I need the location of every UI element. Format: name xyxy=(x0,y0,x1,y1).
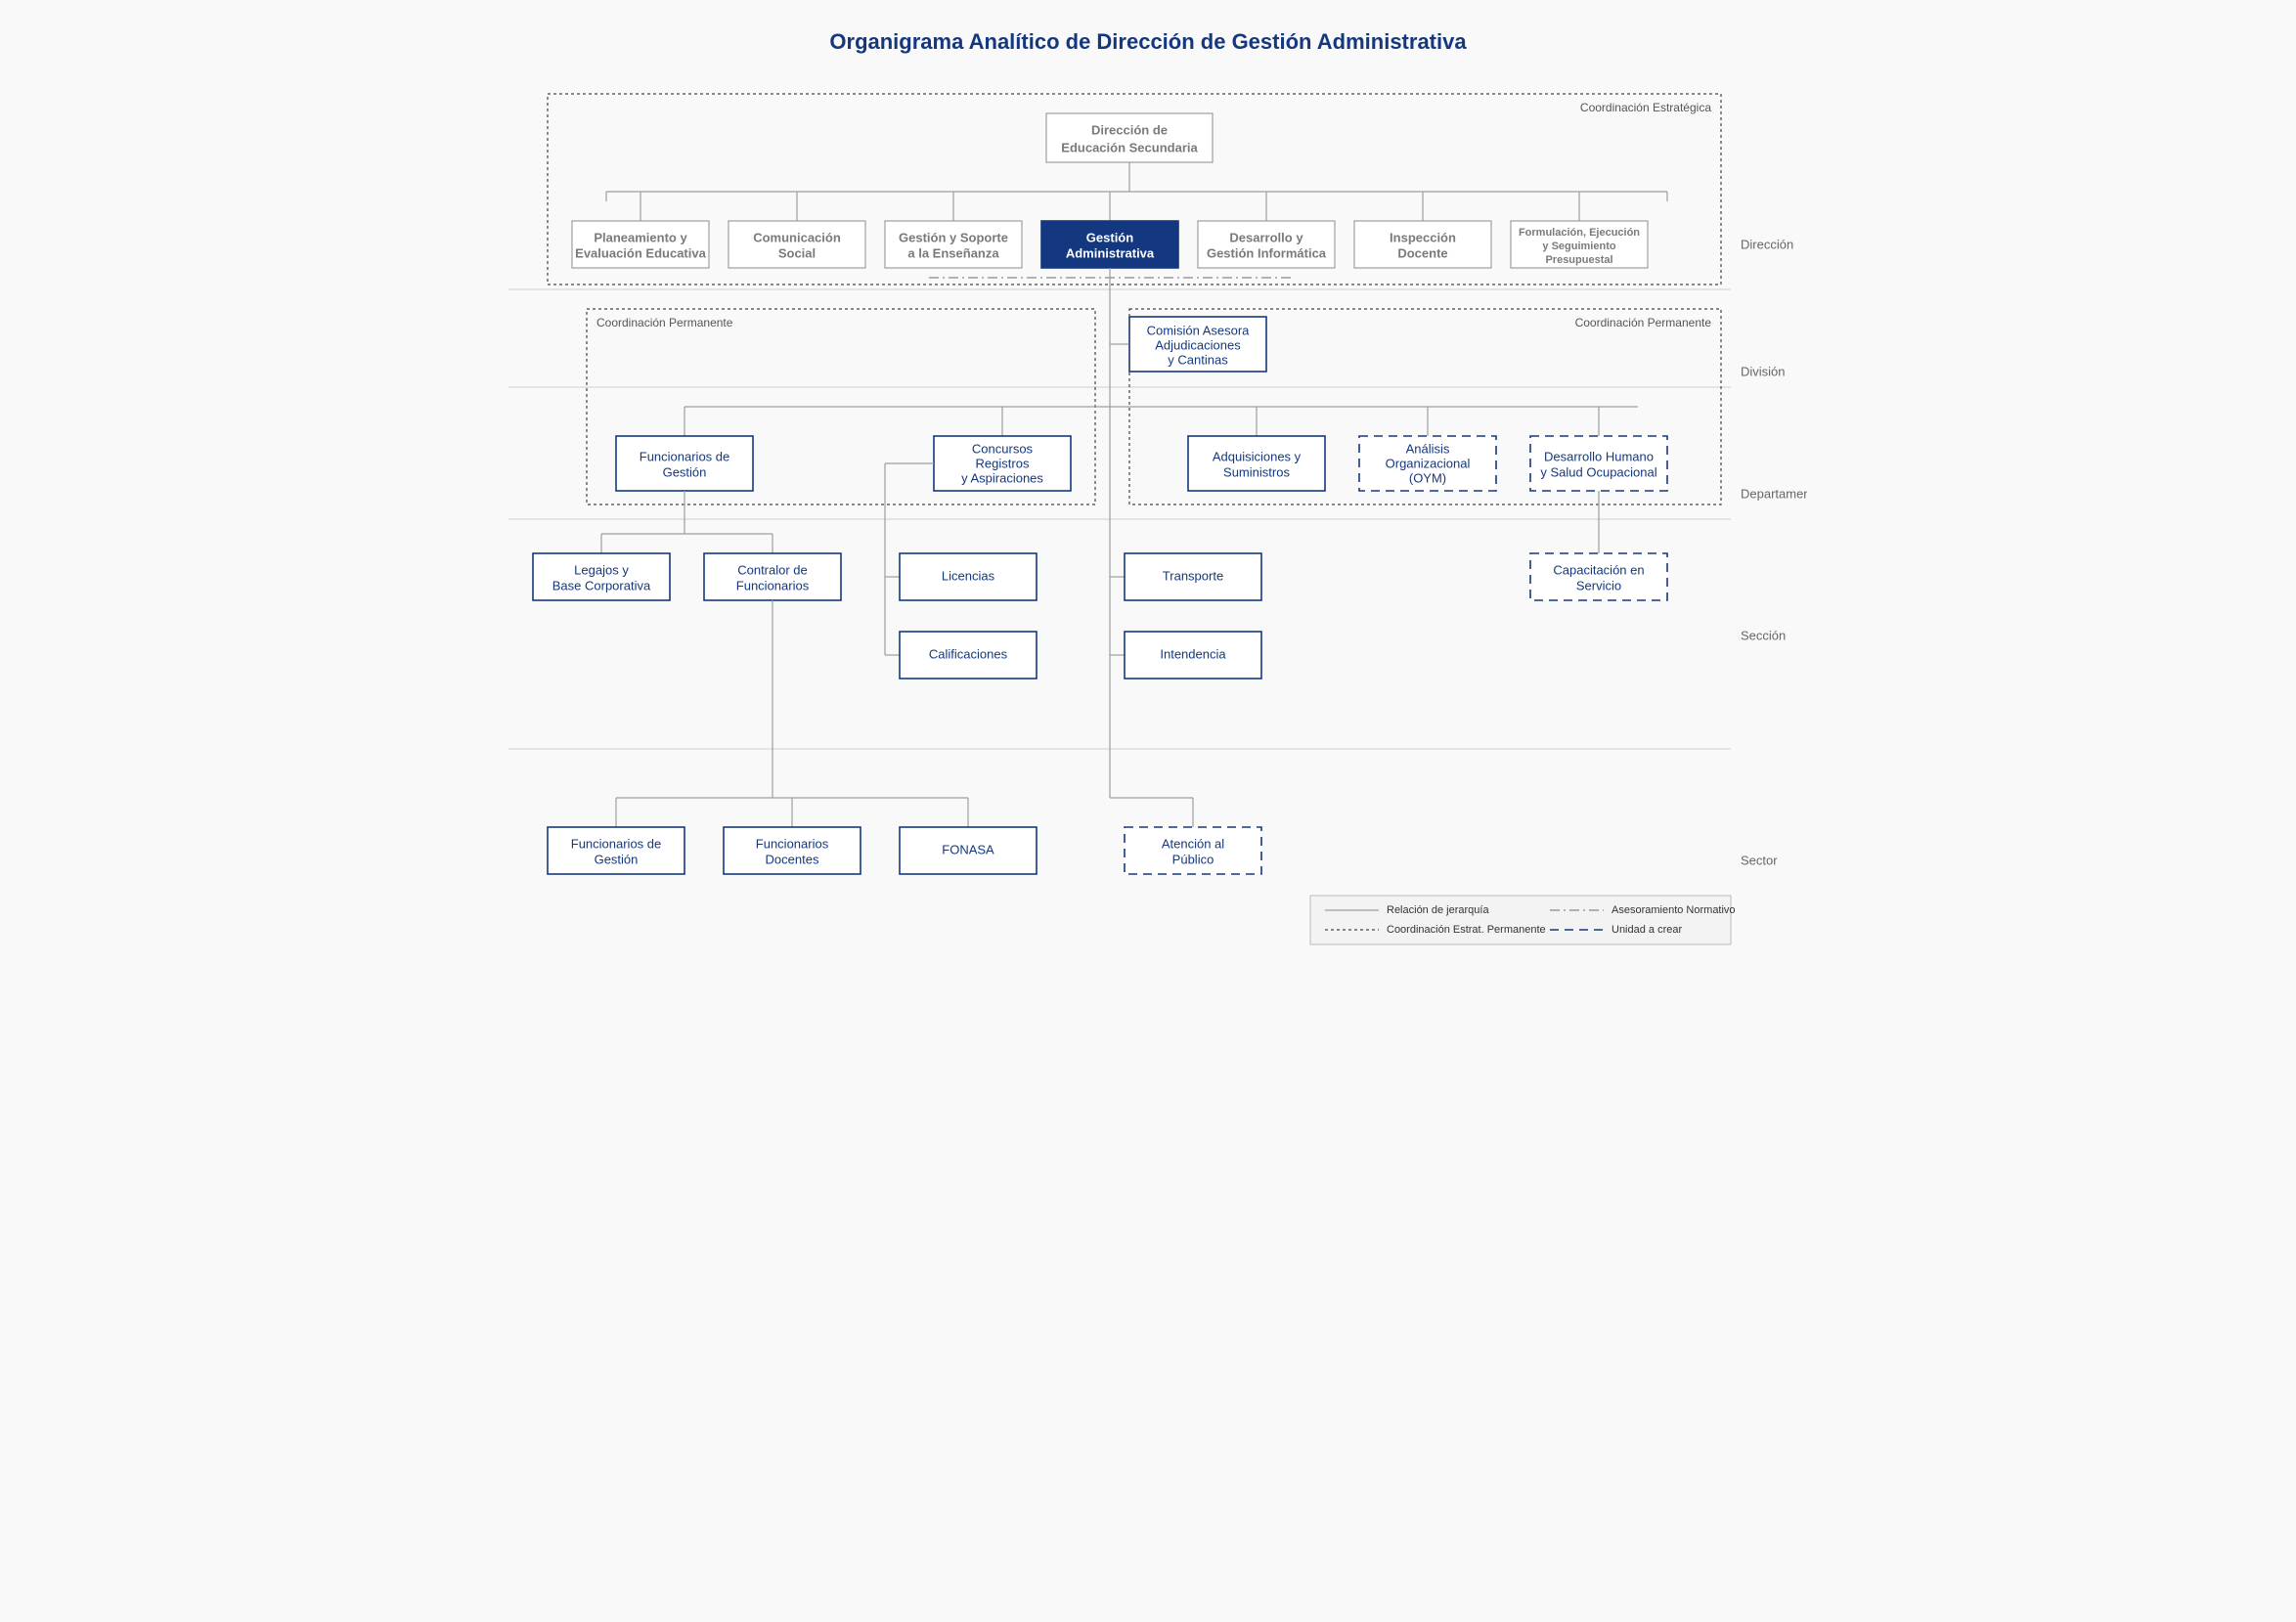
svg-text:Calificaciones: Calificaciones xyxy=(929,646,1008,661)
band-labels: Dirección División Departamento Sección … xyxy=(1741,237,1807,867)
svg-text:Legajos y: Legajos y xyxy=(574,562,629,577)
svg-text:Gestión: Gestión xyxy=(1086,230,1133,244)
svg-text:Funcionarios: Funcionarios xyxy=(756,836,829,851)
node-root: Dirección de Educación Secundaria xyxy=(1046,113,1213,162)
band-sector-label: Sector xyxy=(1741,853,1778,867)
svg-text:Docente: Docente xyxy=(1397,245,1447,260)
node-capacitacion: Capacitación en Servicio xyxy=(1530,553,1667,600)
node-comunicacion: Comunicación Social xyxy=(729,221,865,268)
legend: Relación de jerarquía Coordinación Estra… xyxy=(1310,896,1736,944)
svg-text:Asesoramiento Normativo: Asesoramiento Normativo xyxy=(1612,904,1736,916)
node-sector-fgestion: Funcionarios de Gestión xyxy=(548,827,684,874)
band-departamento-label: Departamento xyxy=(1741,486,1807,501)
svg-text:Público: Público xyxy=(1172,852,1214,866)
frame-permanente-left-label: Coordinación Permanente xyxy=(596,316,733,329)
node-inspeccion: Inspección Docente xyxy=(1354,221,1491,268)
band-division-label: División xyxy=(1741,364,1786,378)
node-sector-fonasa: FONASA xyxy=(900,827,1037,874)
frame-estrategica-label: Coordinación Estratégica xyxy=(1580,101,1711,114)
svg-text:Contralor de: Contralor de xyxy=(737,562,808,577)
svg-text:Funcionarios: Funcionarios xyxy=(736,578,810,592)
svg-text:y Seguimiento: y Seguimiento xyxy=(1542,241,1615,252)
svg-text:Intendencia: Intendencia xyxy=(1160,646,1226,661)
svg-text:Adjudicaciones: Adjudicaciones xyxy=(1155,337,1241,352)
node-sector-fdocentes: Funcionarios Docentes xyxy=(724,827,861,874)
svg-text:Presupuestal: Presupuestal xyxy=(1545,254,1612,266)
node-formulacion: Formulación, Ejecución y Seguimiento Pre… xyxy=(1511,221,1648,268)
svg-text:Transporte: Transporte xyxy=(1163,568,1223,583)
node-adquisiciones: Adquisiciones y Suministros xyxy=(1188,436,1325,491)
band-direccion-label: Dirección xyxy=(1741,237,1793,251)
svg-text:Unidad a crear: Unidad a crear xyxy=(1612,924,1682,936)
node-contralor: Contralor de Funcionarios xyxy=(704,553,841,600)
node-legajos: Legajos y Base Corporativa xyxy=(533,553,670,600)
svg-text:Organizacional: Organizacional xyxy=(1386,456,1471,470)
band-seccion-label: Sección xyxy=(1741,628,1786,642)
svg-text:Licencias: Licencias xyxy=(942,568,995,583)
svg-text:Base Corporativa: Base Corporativa xyxy=(552,578,651,592)
node-analisis-oym: Análisis Organizacional (OYM) xyxy=(1359,436,1496,491)
svg-text:Gestión y Soporte: Gestión y Soporte xyxy=(899,230,1008,244)
svg-text:Comunicación: Comunicación xyxy=(753,230,841,244)
svg-text:Planeamiento y: Planeamiento y xyxy=(594,230,687,244)
svg-text:y Cantinas: y Cantinas xyxy=(1168,352,1228,367)
node-planeamiento: Planeamiento y Evaluación Educativa xyxy=(572,221,709,268)
svg-text:Docentes: Docentes xyxy=(766,852,819,866)
node-concursos: Concursos Registros y Aspiraciones xyxy=(934,436,1071,491)
node-comision-asesora: Comisión Asesora Adjudicaciones y Cantin… xyxy=(1129,317,1266,372)
org-chart: Dirección División Departamento Sección … xyxy=(489,74,1807,993)
svg-text:FONASA: FONASA xyxy=(942,842,994,856)
svg-text:Social: Social xyxy=(778,245,816,260)
node-transporte: Transporte xyxy=(1125,553,1261,600)
svg-text:Funcionarios de: Funcionarios de xyxy=(640,449,730,463)
svg-text:Inspección: Inspección xyxy=(1390,230,1456,244)
svg-text:Concursos: Concursos xyxy=(972,441,1034,456)
svg-text:Gestión Informática: Gestión Informática xyxy=(1207,245,1327,260)
svg-text:Adquisiciones y: Adquisiciones y xyxy=(1213,449,1302,463)
svg-text:y Aspiraciones: y Aspiraciones xyxy=(961,470,1043,485)
dept-row: Funcionarios de Gestión Concursos Regist… xyxy=(616,436,1667,491)
node-intendencia: Intendencia xyxy=(1125,632,1261,679)
svg-text:(OYM): (OYM) xyxy=(1409,470,1446,485)
svg-text:Funcionarios de: Funcionarios de xyxy=(571,836,662,851)
svg-text:Evaluación Educativa: Evaluación Educativa xyxy=(575,245,706,260)
node-desarrollo-humano: Desarrollo Humano y Salud Ocupacional xyxy=(1530,436,1667,491)
node-gestion-soporte: Gestión y Soporte a la Enseñanza xyxy=(885,221,1022,268)
node-licencias: Licencias xyxy=(900,553,1037,600)
node-calificaciones: Calificaciones xyxy=(900,632,1037,679)
svg-text:Atención al: Atención al xyxy=(1162,836,1224,851)
node-funcionarios-gestion: Funcionarios de Gestión xyxy=(616,436,753,491)
frame-permanente-right-label: Coordinación Permanente xyxy=(1575,316,1712,329)
svg-text:Gestión: Gestión xyxy=(595,852,639,866)
node-gestion-administrativa: Gestión Administrativa xyxy=(1041,221,1178,268)
svg-text:Registros: Registros xyxy=(976,456,1030,470)
dir-row: Planeamiento y Evaluación Educativa Comu… xyxy=(572,221,1648,268)
svg-text:Suministros: Suministros xyxy=(1223,464,1290,479)
node-desarrollo-informatica: Desarrollo y Gestión Informática xyxy=(1198,221,1335,268)
svg-text:Desarrollo Humano: Desarrollo Humano xyxy=(1544,449,1654,463)
svg-text:Administrativa: Administrativa xyxy=(1066,245,1155,260)
svg-text:Desarrollo y: Desarrollo y xyxy=(1229,230,1303,244)
svg-text:Comisión Asesora: Comisión Asesora xyxy=(1147,323,1251,337)
svg-text:a la Enseñanza: a la Enseñanza xyxy=(907,245,999,260)
svg-text:Gestión: Gestión xyxy=(663,464,707,479)
svg-text:Análisis: Análisis xyxy=(1406,441,1450,456)
svg-text:Formulación, Ejecución: Formulación, Ejecución xyxy=(1519,227,1640,239)
svg-text:Servicio: Servicio xyxy=(1576,578,1621,592)
svg-text:Relación de jerarquía: Relación de jerarquía xyxy=(1387,904,1489,916)
svg-text:Dirección de: Dirección de xyxy=(1091,122,1168,137)
svg-text:Coordinación Estrat. Permanent: Coordinación Estrat. Permanente xyxy=(1387,924,1546,936)
node-sector-atencion: Atención al Público xyxy=(1125,827,1261,874)
band-lines xyxy=(508,289,1731,749)
svg-text:Educación Secundaria: Educación Secundaria xyxy=(1061,140,1198,154)
svg-text:Capacitación en: Capacitación en xyxy=(1553,562,1644,577)
svg-text:y Salud Ocupacional: y Salud Ocupacional xyxy=(1540,464,1656,479)
page-title: Organigrama Analítico de Dirección de Ge… xyxy=(489,29,1807,55)
